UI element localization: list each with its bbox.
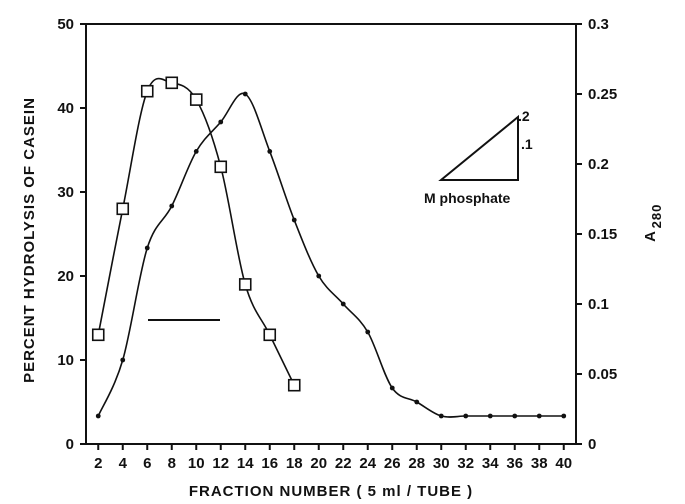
y-right-tick-label: 0.05 [588, 366, 617, 383]
y-left-tick-label: 30 [57, 184, 74, 201]
series-line-dot [97, 92, 564, 418]
y-right-ticks: 0 0.05 0.1 0.15 0.2 0.25 0.3 [576, 16, 617, 453]
data-point-dot [536, 413, 542, 419]
data-point-dot [389, 385, 395, 391]
y-right-tick-label: 0.3 [588, 16, 609, 33]
x-tick-label: 8 [168, 455, 176, 472]
data-point-dot [414, 399, 420, 405]
data-point-dot [487, 413, 493, 419]
x-tick-label: 40 [555, 455, 572, 472]
y-right-axis-title: A 280 [642, 204, 664, 242]
series-curves [97, 77, 564, 418]
y-right-tick-label: 0.15 [588, 226, 617, 243]
series-points [91, 76, 567, 419]
data-point-dot [218, 119, 224, 125]
x-tick-label: 16 [261, 455, 278, 472]
x-axis-title: FRACTION NUMBER ( 5 ml / TUBE ) [189, 483, 473, 500]
y-left-tick-label: 10 [57, 352, 74, 369]
x-tick-label: 34 [482, 455, 499, 472]
data-point-square [214, 160, 228, 174]
gradient-mid-label: .1 [521, 136, 533, 152]
data-point-square [238, 278, 252, 291]
gradient-top-label: .2 [518, 108, 530, 124]
data-point-dot [561, 413, 567, 419]
x-tick-label: 36 [506, 455, 523, 472]
y-left-tick-label: 50 [57, 16, 74, 33]
gradient-triangle [438, 114, 519, 181]
y-right-tick-label: 0.1 [588, 296, 609, 313]
x-tick-label: 28 [408, 455, 425, 472]
data-point-dot [365, 329, 371, 335]
data-point-square [91, 328, 105, 342]
x-ticks: 2 4 6 8 10 12 14 16 18 20 22 24 26 28 30 32 34 36 38 40 [94, 444, 572, 472]
x-tick-label: 38 [531, 455, 548, 472]
x-tick-label: 14 [237, 455, 254, 472]
y-left-tick-label: 0 [66, 436, 74, 453]
y-right-tick-label: 0 [588, 436, 596, 453]
x-tick-label: 26 [384, 455, 401, 472]
x-tick-label: 2 [94, 455, 102, 472]
data-point-dot [193, 149, 199, 154]
x-tick-label: 30 [433, 455, 450, 472]
data-point-square [263, 328, 277, 342]
data-point-dot [95, 413, 101, 419]
x-tick-label: 32 [457, 455, 474, 472]
data-point-dot [169, 203, 175, 209]
data-point-square [189, 93, 203, 106]
data-point-dot [340, 301, 346, 307]
data-point-dot [463, 413, 469, 419]
data-point-dot [120, 357, 126, 363]
plot-frame [85, 23, 577, 445]
data-point-dot [438, 413, 444, 419]
x-tick-label: 24 [359, 455, 376, 472]
x-tick-label: 12 [212, 455, 229, 472]
gradient-caption: M phosphate [424, 190, 511, 206]
data-point-dot [144, 245, 150, 251]
x-tick-label: 20 [310, 455, 327, 472]
y-right-tick-label: 0.2 [588, 156, 609, 173]
y-left-tick-label: 40 [57, 100, 74, 117]
data-point-dot [512, 413, 518, 419]
gradient-annotation: .2 .1 M phosphate [424, 108, 533, 206]
y-left-ticks: 0 10 20 30 40 50 [57, 16, 86, 453]
x-tick-label: 18 [286, 455, 303, 472]
data-point-dot [316, 273, 322, 279]
x-tick-label: 10 [188, 455, 205, 472]
x-tick-label: 22 [335, 455, 352, 472]
y-left-axis-title: PERCENT HYDROLYSIS OF CASEIN [21, 97, 38, 383]
x-tick-label: 6 [143, 455, 151, 472]
x-tick-label: 4 [119, 455, 128, 472]
y-right-axis-title-main: A [642, 230, 659, 242]
data-point-dot [242, 91, 248, 97]
data-point-square [140, 84, 154, 98]
y-left-tick-label: 20 [57, 268, 74, 285]
data-point-square [165, 76, 179, 90]
data-point-dot [267, 149, 273, 154]
data-point-square [287, 378, 301, 392]
data-point-square [116, 202, 130, 216]
y-right-axis-title-sub: 280 [649, 204, 664, 229]
y-right-tick-label: 0.25 [588, 86, 617, 103]
data-point-dot [291, 217, 297, 223]
